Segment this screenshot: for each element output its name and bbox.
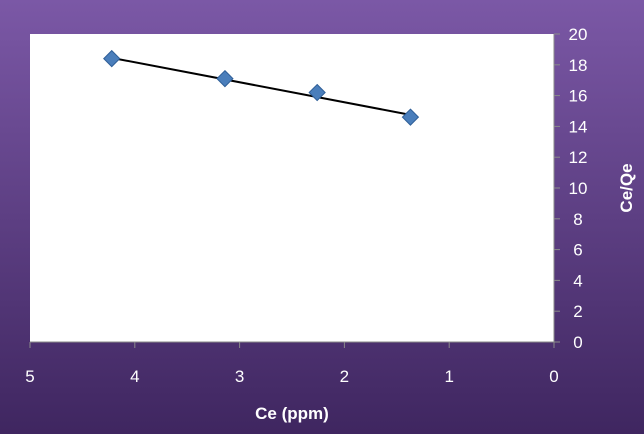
trendline-group xyxy=(111,56,411,116)
x-tick-label: 5 xyxy=(25,367,34,386)
data-point-marker xyxy=(401,108,420,126)
y-axis-title: Ce/Qe xyxy=(617,163,636,212)
y-tick-label: 12 xyxy=(569,148,588,167)
y-tick-label: 0 xyxy=(573,333,582,352)
y-tick-label: 6 xyxy=(573,241,582,260)
y-tick-label: 2 xyxy=(573,302,582,321)
x-tick-label: 1 xyxy=(444,367,453,386)
y-tick-label: 4 xyxy=(573,271,582,290)
x-axis-title: Ce (ppm) xyxy=(255,404,329,423)
trendline xyxy=(111,56,411,116)
data-point-marker xyxy=(308,83,326,102)
x-tick-label: 0 xyxy=(549,367,558,386)
y-tick-label: 16 xyxy=(569,87,588,106)
x-tick-label: 4 xyxy=(130,367,139,386)
x-tick-label: 3 xyxy=(235,367,244,386)
x-tick-label: 2 xyxy=(340,367,349,386)
y-tick-label: 18 xyxy=(569,56,588,75)
y-tick-label: 10 xyxy=(569,179,588,198)
y-tick-label: 14 xyxy=(569,117,588,136)
data-point-marker xyxy=(103,49,121,68)
data-points xyxy=(103,49,420,126)
data-point-marker xyxy=(216,69,234,88)
plot-area xyxy=(30,34,554,342)
y-tick-label: 20 xyxy=(569,25,588,44)
y-tick-label: 8 xyxy=(573,210,582,229)
